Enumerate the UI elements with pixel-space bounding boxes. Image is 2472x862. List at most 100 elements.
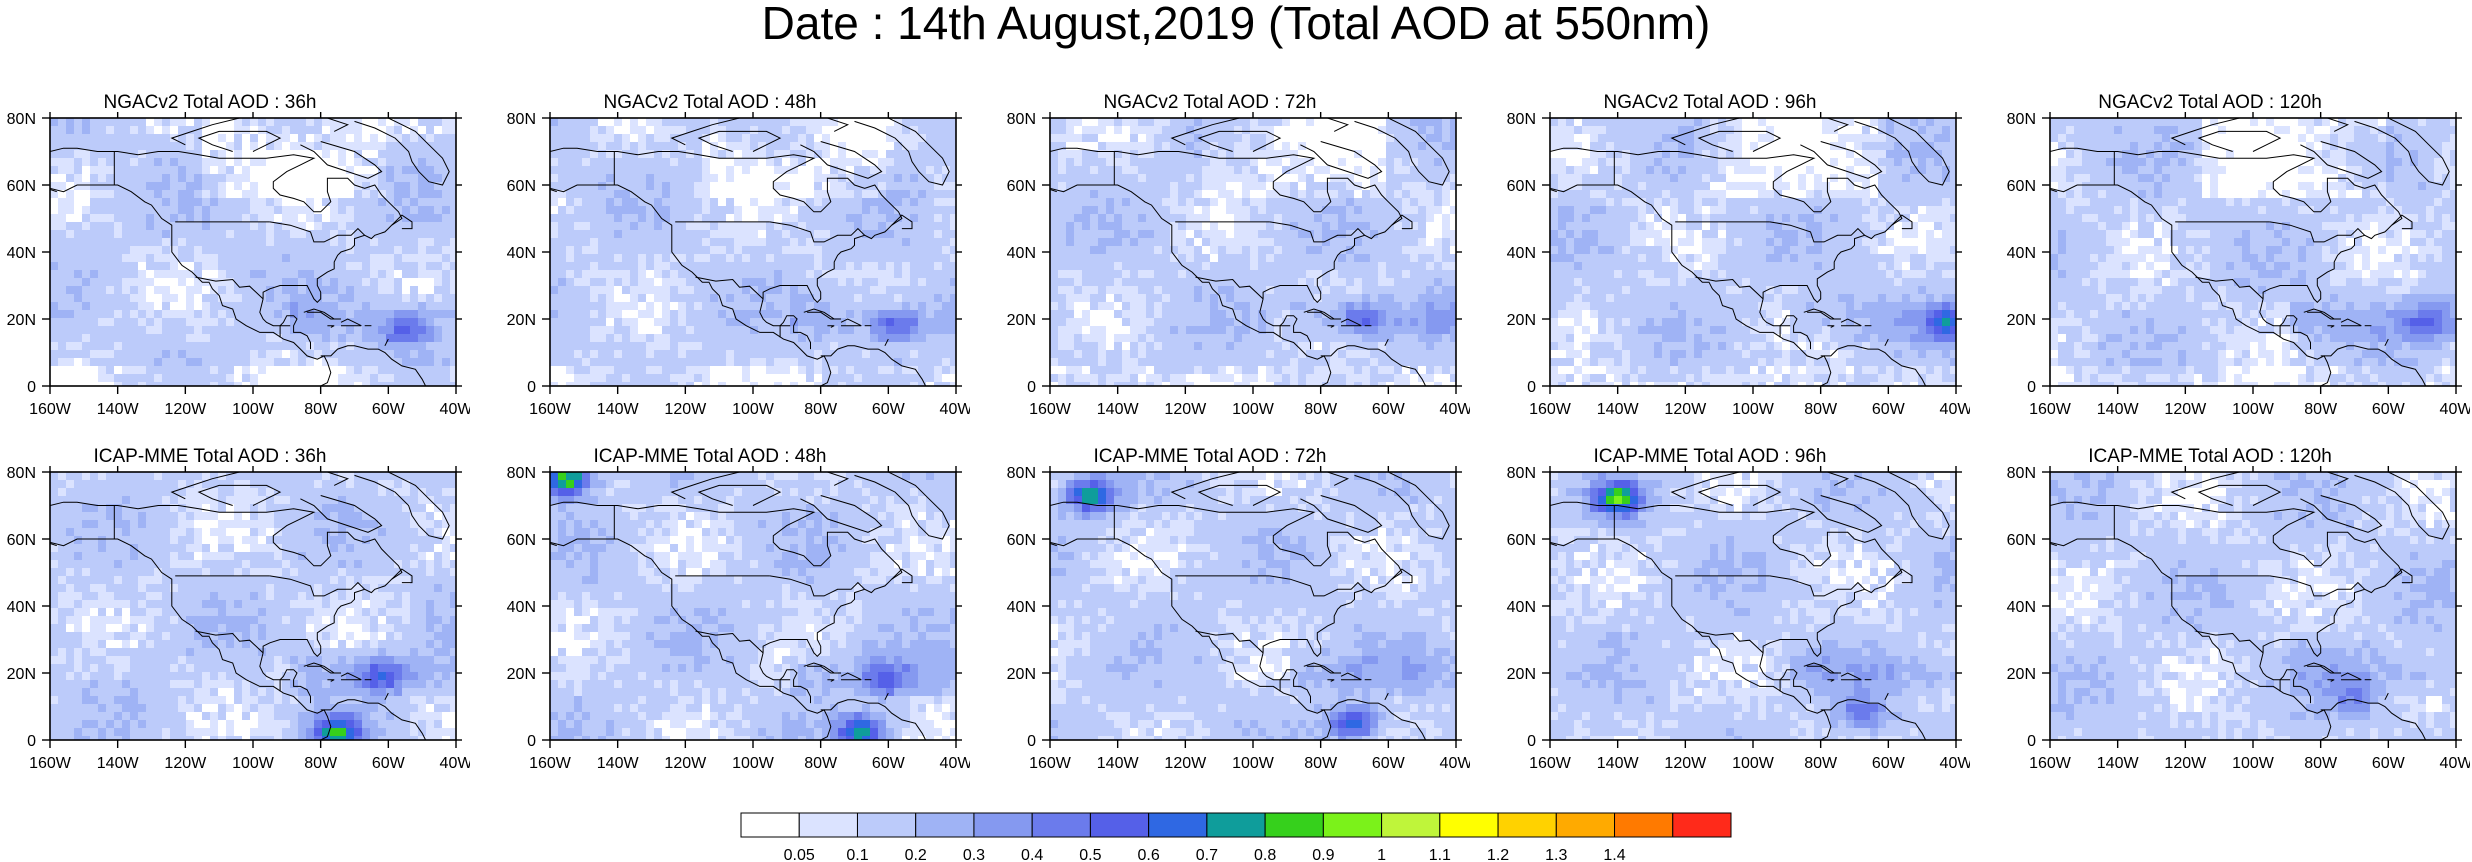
coastline <box>2195 276 2264 300</box>
lon-tick-label: 140W <box>2097 401 2140 418</box>
panel-title: ICAP-MME Total AOD : 36h <box>93 446 327 467</box>
lat-tick-label: 80N <box>7 111 36 128</box>
map-panel: NGACv2 Total AOD : 48h 160W 140W 120W 100W 80… <box>500 88 970 488</box>
coastline <box>1050 147 1403 304</box>
lat-tick-label: 60N <box>7 532 36 549</box>
colorbar-swatch <box>1264 812 1324 838</box>
coastline <box>303 662 341 674</box>
map-panel: ICAP-MME Total AOD : 120h 160W 140W 120W 100… <box>2000 442 2470 842</box>
colorbar-swatch <box>973 812 1033 838</box>
lon-tick-label: 60W <box>1872 755 1906 772</box>
colorbar-swatch <box>856 812 917 838</box>
lon-tick-label: 120W <box>2164 401 2207 418</box>
lon-tick-label: 80W <box>804 755 838 772</box>
coastline <box>1891 214 1913 230</box>
coastline <box>769 221 866 243</box>
coastline <box>2259 652 2311 704</box>
coastline <box>800 141 883 179</box>
lat-tick-label: 20N <box>7 312 36 329</box>
panel-title: NGACv2 Total AOD : 96h <box>1603 92 1817 113</box>
lon-tick-label: 160W <box>2029 755 2072 772</box>
colorbar-tick-label: 0.6 <box>1138 847 1160 862</box>
lon-tick-label: 160W <box>2029 401 2072 418</box>
coastline <box>840 318 862 327</box>
lat-tick-label: 80N <box>2007 465 2036 482</box>
coastline <box>1769 221 1866 243</box>
coastline <box>2303 308 2341 320</box>
coastline <box>2340 672 2362 681</box>
coastline <box>300 141 383 179</box>
coastline <box>197 484 282 506</box>
colorbar-swatch <box>1322 812 1383 838</box>
lon-tick-label: 120W <box>2164 755 2207 772</box>
coastline <box>1854 118 1950 186</box>
colorbar-tick-label: 0.2 <box>905 847 927 862</box>
lat-tick-label: 40N <box>2007 245 2036 262</box>
lon-tick-label: 160W <box>1029 755 1072 772</box>
coastline <box>2384 338 2389 347</box>
coastline <box>300 495 383 533</box>
lon-tick-label: 40W <box>1440 401 1470 418</box>
colorbar-swatch <box>1439 812 1499 838</box>
coastline <box>1697 484 1782 506</box>
coastline <box>670 472 850 500</box>
coastline <box>391 214 413 230</box>
lon-tick-label: 80W <box>1304 755 1338 772</box>
coastline <box>1300 141 1383 179</box>
coastline <box>1303 308 1341 320</box>
colorbar-tick-label: 1 <box>1377 847 1386 862</box>
coastline <box>1820 699 1927 740</box>
coastline <box>1320 699 1427 740</box>
coastline <box>1759 298 1811 350</box>
lat-tick-label: 20N <box>2007 666 2036 683</box>
coastline <box>1697 130 1782 152</box>
aod-map: 160W 140W 120W 100W 80W 60W 40W 80N 60N 40N 20N 0 <box>7 111 470 418</box>
colorbar-swatch <box>1614 812 1674 838</box>
panel-title: ICAP-MME Total AOD : 72h <box>1093 446 1327 467</box>
coastline <box>1050 538 1332 740</box>
aod-map: 160W 140W 120W 100W 80W 60W 40W 80N 60N 40N 20N 0 <box>507 465 970 772</box>
coastline <box>2170 472 2350 500</box>
coastline <box>2354 118 2450 186</box>
coastline <box>550 184 832 386</box>
coastline <box>2195 630 2264 654</box>
lat-tick-label: 40N <box>7 245 36 262</box>
lon-tick-label: 160W <box>529 755 572 772</box>
coastline <box>695 276 764 300</box>
coastline <box>2327 679 2335 682</box>
lon-tick-label: 140W <box>97 755 140 772</box>
lon-tick-label: 40W <box>2440 755 2470 772</box>
lon-tick-label: 40W <box>440 755 470 772</box>
colorbar-swatch <box>1555 812 1616 838</box>
colorbar-tick-label: 0.3 <box>963 847 985 862</box>
lat-tick-label: 20N <box>507 666 536 683</box>
lon-tick-label: 100W <box>1732 401 1775 418</box>
lon-tick-label: 100W <box>2232 401 2275 418</box>
coastline <box>884 338 889 347</box>
colorbar-swatch <box>1381 812 1441 838</box>
colorbar-tick-label: 0.8 <box>1254 847 1276 862</box>
lat-tick-label: 60N <box>7 178 36 195</box>
coastline <box>1827 679 1835 682</box>
lon-tick-label: 100W <box>232 401 275 418</box>
lon-tick-label: 120W <box>664 401 707 418</box>
coastline <box>327 325 335 328</box>
coastline <box>384 338 389 347</box>
lon-tick-label: 80W <box>304 755 338 772</box>
lat-tick-label: 40N <box>1007 245 1036 262</box>
coastline <box>1391 214 1413 230</box>
lon-tick-label: 140W <box>97 401 140 418</box>
lon-tick-label: 140W <box>597 755 640 772</box>
lon-tick-label: 60W <box>1372 401 1406 418</box>
coastline <box>1384 338 1389 347</box>
coastline <box>779 679 791 692</box>
coastline <box>550 501 903 658</box>
aod-map: 160W 140W 120W 100W 80W 60W 40W 80N 60N 40N 20N 0 <box>2007 465 2470 772</box>
coastline <box>1670 118 1850 146</box>
lon-tick-label: 40W <box>940 401 970 418</box>
coastline <box>550 538 832 740</box>
lon-tick-label: 80W <box>2304 401 2338 418</box>
coastline <box>50 184 332 386</box>
lat-tick-label: 80N <box>507 465 536 482</box>
coastline <box>2197 484 2282 506</box>
